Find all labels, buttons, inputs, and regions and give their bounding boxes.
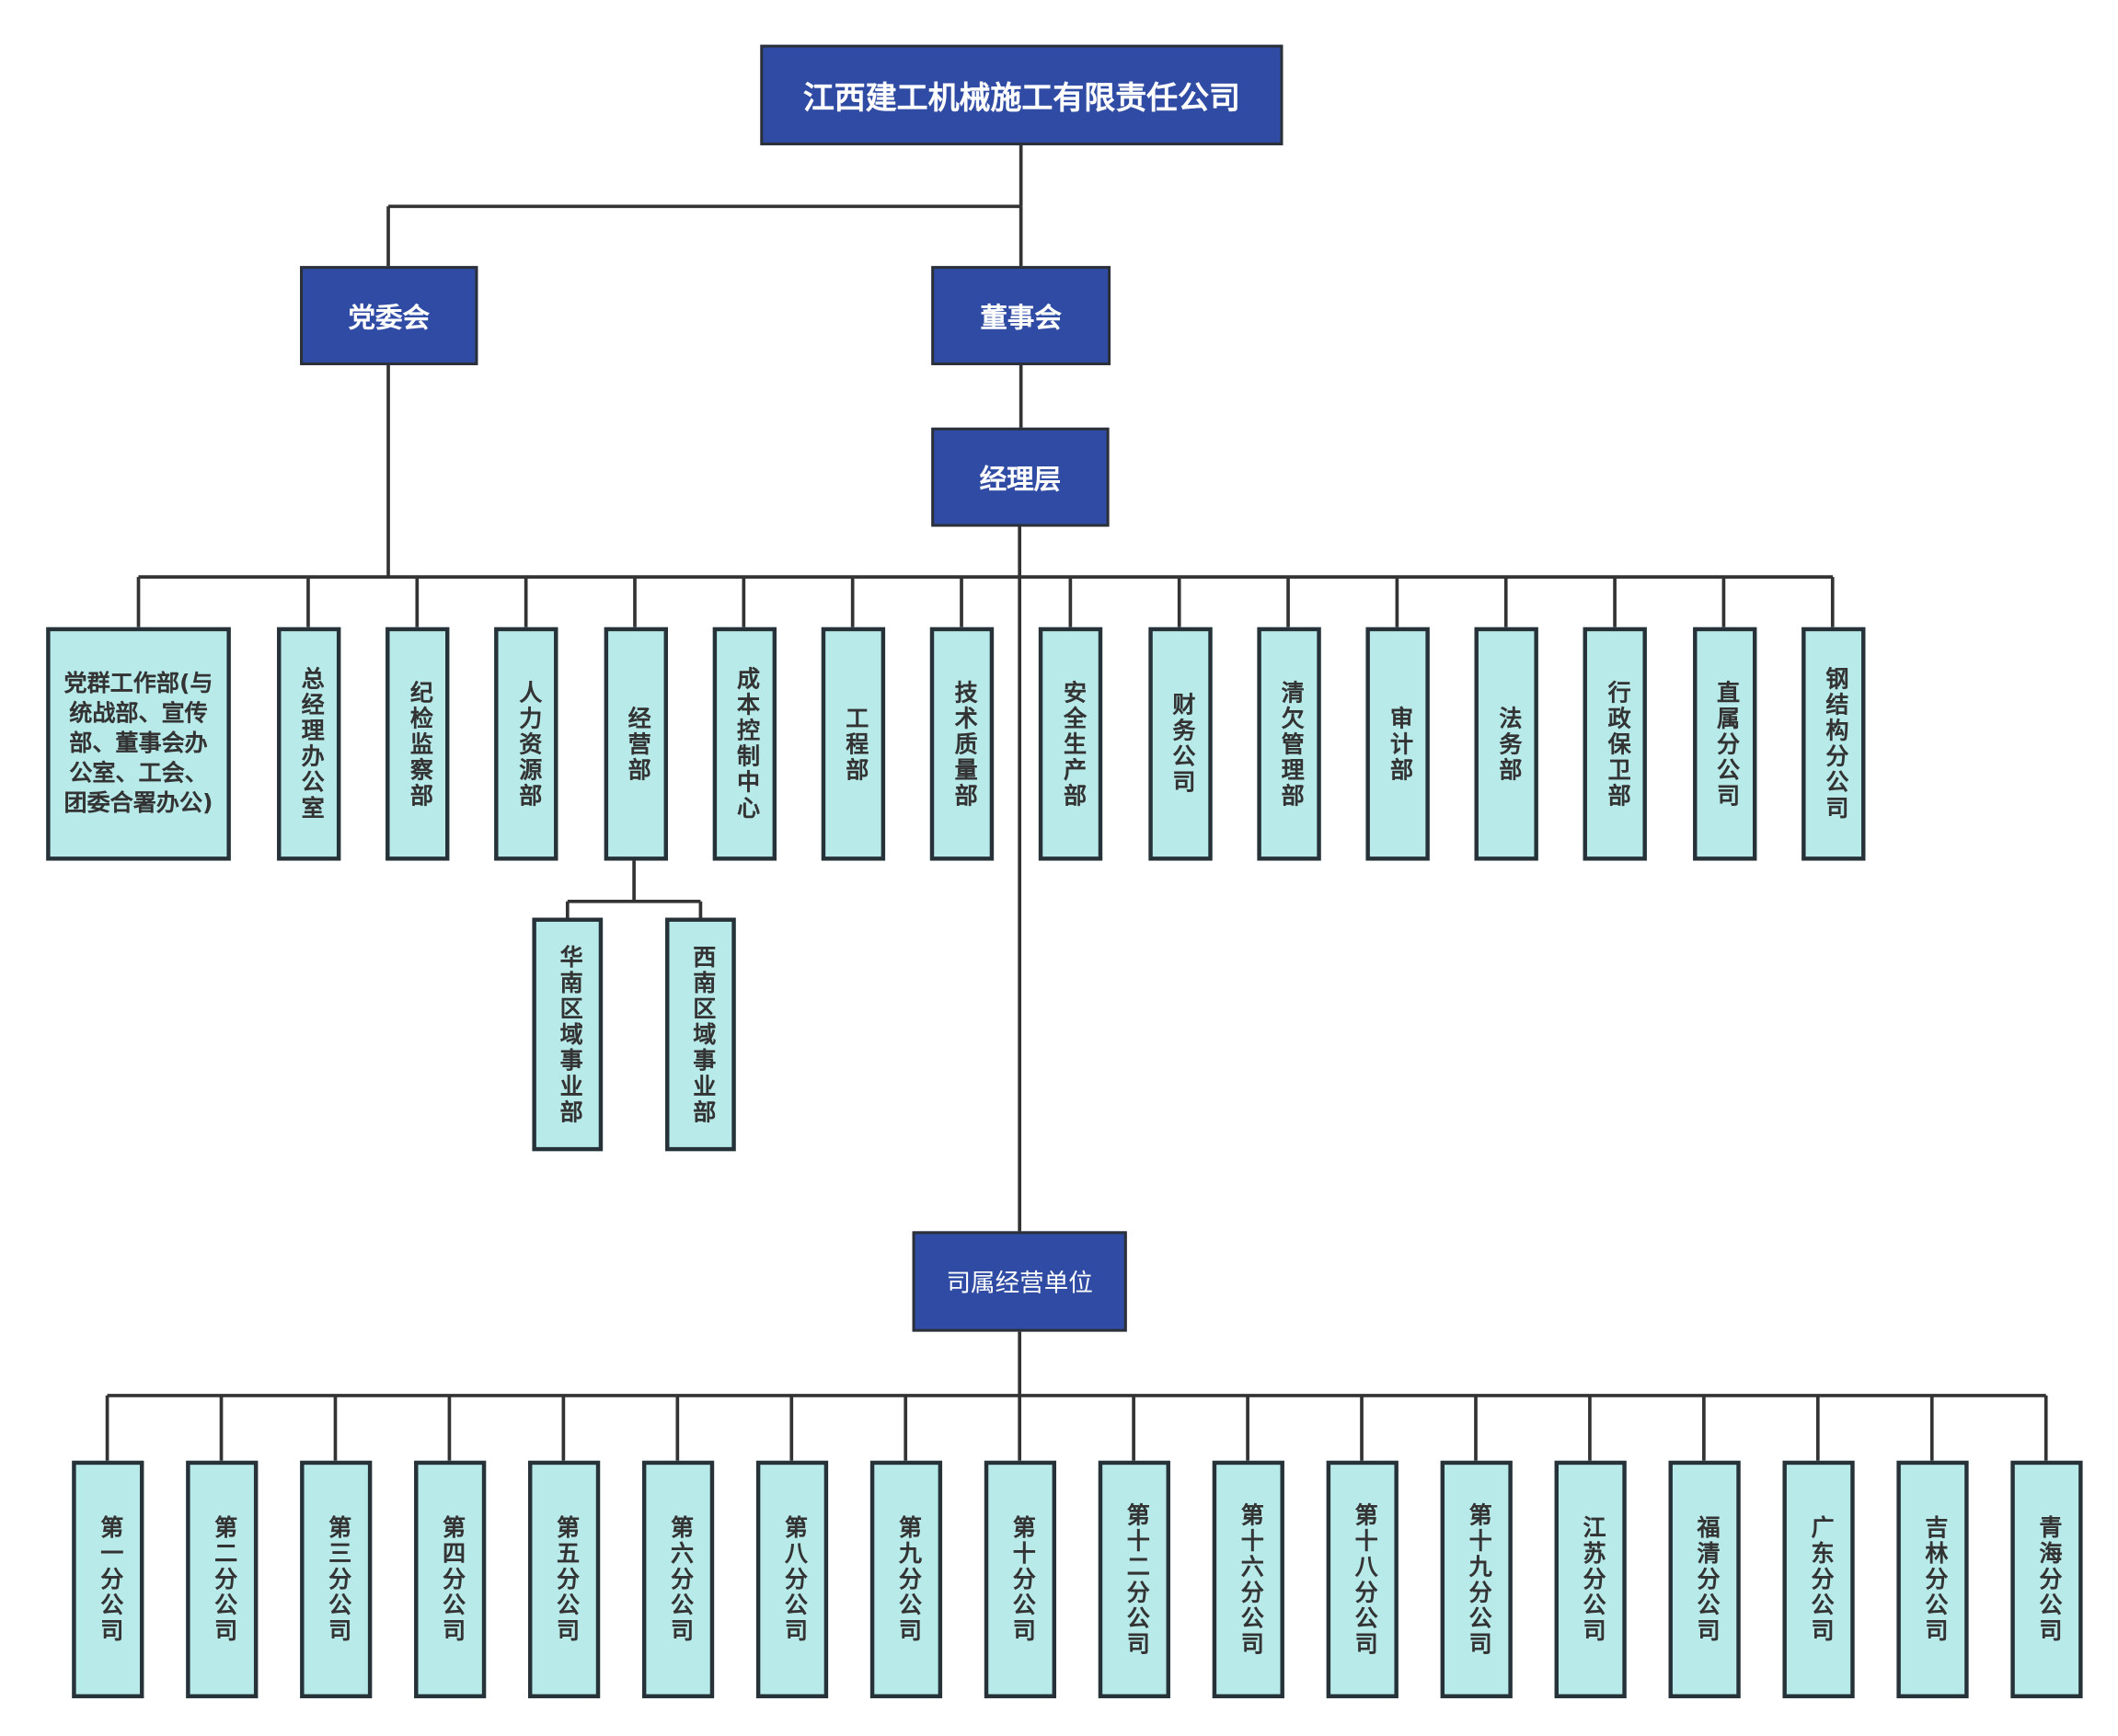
department-node: 技术质量部 bbox=[930, 627, 995, 861]
department-node: 人力资源部 bbox=[494, 627, 559, 861]
branch-node: 第九分公司 bbox=[869, 1460, 943, 1698]
branch-node: 第十九分公司 bbox=[1440, 1460, 1513, 1698]
branch-node: 广东分公司 bbox=[1782, 1460, 1855, 1698]
management-node: 经理层 bbox=[931, 427, 1110, 527]
units-node: 司属经营单位 bbox=[912, 1231, 1127, 1332]
department-node: 审计部 bbox=[1365, 627, 1430, 861]
branch-node: 第二分公司 bbox=[186, 1460, 259, 1698]
department-node: 工程部 bbox=[821, 627, 886, 861]
sub-department-node: 华南区域事业部 bbox=[532, 917, 604, 1152]
branch-node: 第十六分公司 bbox=[1212, 1460, 1284, 1698]
branch-node: 第十八分公司 bbox=[1326, 1460, 1399, 1698]
department-node: 清欠管理部 bbox=[1257, 627, 1321, 861]
department-node: 行政保卫部 bbox=[1583, 627, 1648, 861]
branch-node: 第五分公司 bbox=[528, 1460, 601, 1698]
branch-node: 第四分公司 bbox=[414, 1460, 487, 1698]
department-node: 法务部 bbox=[1474, 627, 1539, 861]
branch-node: 第八分公司 bbox=[755, 1460, 829, 1698]
root-node: 江西建工机械施工有限责任公司 bbox=[760, 44, 1283, 145]
department-node: 财务公司 bbox=[1147, 627, 1213, 861]
branch-node: 吉林分公司 bbox=[1896, 1460, 1969, 1698]
branch-node: 福清分公司 bbox=[1668, 1460, 1741, 1698]
department-node: 总经理办公室 bbox=[277, 627, 341, 861]
department-node: 成本控制中心 bbox=[712, 627, 777, 861]
branch-node: 第十分公司 bbox=[984, 1460, 1057, 1698]
branch-node: 第十二分公司 bbox=[1098, 1460, 1170, 1698]
department-node: 安全生产部 bbox=[1039, 627, 1103, 861]
branch-node: 青海分公司 bbox=[2010, 1460, 2083, 1698]
branch-node: 第六分公司 bbox=[641, 1460, 715, 1698]
branch-node: 江苏分公司 bbox=[1554, 1460, 1627, 1698]
party-committee-node: 党委会 bbox=[300, 266, 478, 365]
sub-department-node: 西南区域事业部 bbox=[665, 917, 736, 1152]
department-node: 直属分公司 bbox=[1692, 627, 1756, 861]
department-node: 钢结构分公司 bbox=[1801, 627, 1866, 861]
branch-node: 第三分公司 bbox=[300, 1460, 373, 1698]
board-node: 董事会 bbox=[931, 266, 1111, 365]
department-node: 纪检监察部 bbox=[386, 627, 450, 861]
department-node: 经营部 bbox=[604, 627, 668, 861]
department-node: 党群工作部(与统战部、宣传部、董事会办公室、工会、团委合署办公) bbox=[46, 627, 231, 861]
branch-node: 第一分公司 bbox=[72, 1460, 144, 1698]
